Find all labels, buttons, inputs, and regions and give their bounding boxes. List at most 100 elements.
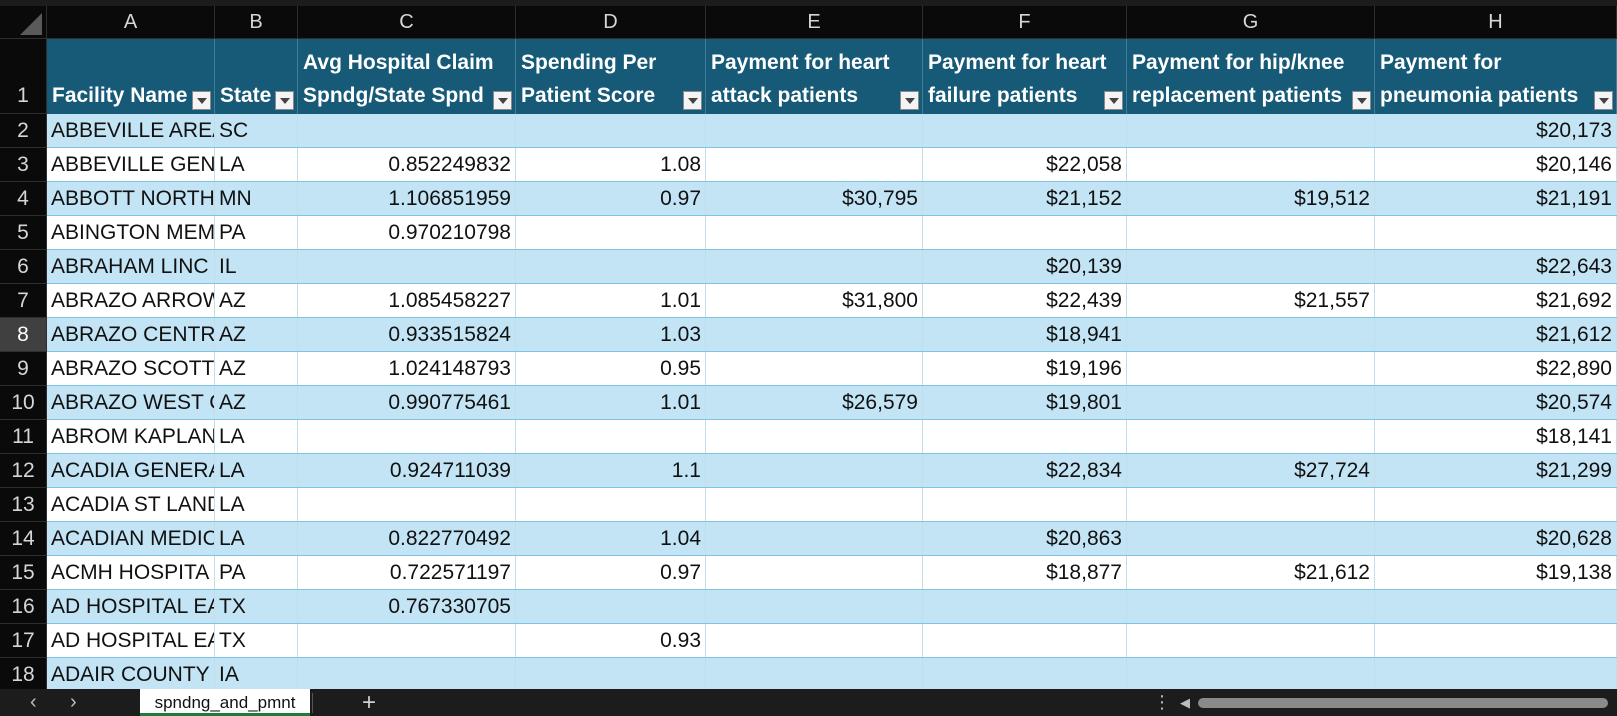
row-header[interactable]: 9 bbox=[0, 352, 47, 386]
row-header[interactable]: 14 bbox=[0, 522, 47, 556]
table-cell[interactable]: $19,512 bbox=[1127, 182, 1375, 215]
table-cell[interactable] bbox=[923, 420, 1127, 453]
table-cell[interactable] bbox=[706, 352, 923, 385]
table-cell[interactable]: $22,058 bbox=[923, 148, 1127, 181]
table-cell[interactable]: ABRAZO ARROW bbox=[47, 284, 215, 317]
row-header[interactable]: 13 bbox=[0, 488, 47, 522]
table-cell[interactable]: SC bbox=[215, 114, 298, 147]
table-cell[interactable] bbox=[516, 420, 706, 453]
table-cell[interactable]: $22,890 bbox=[1375, 352, 1617, 385]
table-cell[interactable]: 0.990775461 bbox=[298, 386, 516, 419]
row-header[interactable]: 17 bbox=[0, 624, 47, 658]
table-cell[interactable]: 0.95 bbox=[516, 352, 706, 385]
table-cell[interactable]: $18,141 bbox=[1375, 420, 1617, 453]
more-options-icon[interactable]: ⋮ bbox=[1153, 692, 1171, 712]
chevron-left-icon[interactable]: ‹ bbox=[30, 691, 37, 713]
column-header-e[interactable]: E bbox=[706, 6, 923, 39]
table-cell[interactable]: $21,299 bbox=[1375, 454, 1617, 487]
table-header-cell[interactable]: Spending Per Patient Score bbox=[516, 39, 706, 114]
select-all-button[interactable] bbox=[0, 6, 47, 39]
table-cell[interactable]: AZ bbox=[215, 352, 298, 385]
table-cell[interactable] bbox=[923, 590, 1127, 623]
column-header-b[interactable]: B bbox=[215, 6, 298, 39]
table-cell[interactable] bbox=[298, 250, 516, 283]
sheet-tab-active[interactable]: spndng_and_pmnt bbox=[140, 689, 310, 716]
table-cell[interactable]: $21,191 bbox=[1375, 182, 1617, 215]
table-cell[interactable]: ABRAZO CENTR bbox=[47, 318, 215, 351]
table-cell[interactable] bbox=[706, 420, 923, 453]
table-cell[interactable]: 1.08 bbox=[516, 148, 706, 181]
table-header-cell[interactable]: Payment for heart failure patients bbox=[923, 39, 1127, 114]
row-header[interactable]: 10 bbox=[0, 386, 47, 420]
row-header[interactable]: 7 bbox=[0, 284, 47, 318]
table-header-cell[interactable]: Facility Name bbox=[47, 39, 215, 114]
table-cell[interactable] bbox=[516, 488, 706, 521]
table-cell[interactable] bbox=[1127, 114, 1375, 147]
table-header-cell[interactable]: Avg Hospital Claim Spndg/State Spnd bbox=[298, 39, 516, 114]
table-cell[interactable]: LA bbox=[215, 454, 298, 487]
column-header-h[interactable]: H bbox=[1375, 6, 1617, 39]
table-cell[interactable]: 0.767330705 bbox=[298, 590, 516, 623]
table-cell[interactable]: $21,612 bbox=[1375, 318, 1617, 351]
table-cell[interactable]: $20,146 bbox=[1375, 148, 1617, 181]
table-cell[interactable]: $20,863 bbox=[923, 522, 1127, 555]
table-cell[interactable]: LA bbox=[215, 148, 298, 181]
table-cell[interactable] bbox=[516, 250, 706, 283]
table-cell[interactable]: $21,612 bbox=[1127, 556, 1375, 589]
table-cell[interactable]: IL bbox=[215, 250, 298, 283]
table-cell[interactable]: ADAIR COUNTY bbox=[47, 658, 215, 689]
table-cell[interactable] bbox=[706, 114, 923, 147]
table-cell[interactable] bbox=[1127, 386, 1375, 419]
table-cell[interactable]: $20,139 bbox=[923, 250, 1127, 283]
filter-dropdown-icon[interactable] bbox=[192, 91, 211, 110]
table-cell[interactable]: $19,196 bbox=[923, 352, 1127, 385]
table-cell[interactable]: ABRAHAM LINC bbox=[47, 250, 215, 283]
table-cell[interactable]: ACADIA ST LAND bbox=[47, 488, 215, 521]
table-cell[interactable]: 0.852249832 bbox=[298, 148, 516, 181]
table-cell[interactable]: $19,801 bbox=[923, 386, 1127, 419]
table-cell[interactable]: 0.970210798 bbox=[298, 216, 516, 249]
table-cell[interactable] bbox=[706, 658, 923, 689]
table-cell[interactable]: ABRAZO WEST C bbox=[47, 386, 215, 419]
table-cell[interactable]: AZ bbox=[215, 318, 298, 351]
column-header-f[interactable]: F bbox=[923, 6, 1127, 39]
table-cell[interactable]: ABBEVILLE AREA bbox=[47, 114, 215, 147]
row-header[interactable]: 16 bbox=[0, 590, 47, 624]
table-cell[interactable] bbox=[923, 658, 1127, 689]
column-header-a[interactable]: A bbox=[47, 6, 215, 39]
table-cell[interactable]: 1.024148793 bbox=[298, 352, 516, 385]
table-cell[interactable]: 0.924711039 bbox=[298, 454, 516, 487]
table-cell[interactable]: PA bbox=[215, 556, 298, 589]
table-cell[interactable] bbox=[1127, 522, 1375, 555]
table-cell[interactable] bbox=[923, 624, 1127, 657]
table-cell[interactable]: 0.933515824 bbox=[298, 318, 516, 351]
table-cell[interactable]: LA bbox=[215, 488, 298, 521]
row-header[interactable]: 1 bbox=[0, 39, 47, 114]
table-cell[interactable]: $27,724 bbox=[1127, 454, 1375, 487]
filter-dropdown-icon[interactable] bbox=[683, 91, 702, 110]
horizontal-scrollbar-thumb[interactable] bbox=[1198, 698, 1608, 708]
table-cell[interactable] bbox=[1375, 658, 1617, 689]
table-cell[interactable] bbox=[1127, 420, 1375, 453]
table-cell[interactable]: 0.97 bbox=[516, 182, 706, 215]
table-cell[interactable]: TX bbox=[215, 590, 298, 623]
table-cell[interactable] bbox=[516, 590, 706, 623]
table-cell[interactable] bbox=[706, 216, 923, 249]
table-cell[interactable]: ACADIAN MEDIC bbox=[47, 522, 215, 555]
table-cell[interactable]: $31,800 bbox=[706, 284, 923, 317]
table-cell[interactable] bbox=[706, 148, 923, 181]
table-cell[interactable] bbox=[1127, 352, 1375, 385]
table-cell[interactable]: $20,574 bbox=[1375, 386, 1617, 419]
column-header-c[interactable]: C bbox=[298, 6, 516, 39]
scroll-left-arrow-icon[interactable]: ◀ bbox=[1180, 695, 1190, 710]
table-cell[interactable]: 0.722571197 bbox=[298, 556, 516, 589]
row-header[interactable]: 5 bbox=[0, 216, 47, 250]
table-cell[interactable] bbox=[706, 318, 923, 351]
filter-dropdown-icon[interactable] bbox=[275, 91, 294, 110]
table-cell[interactable] bbox=[706, 454, 923, 487]
table-cell[interactable] bbox=[1375, 624, 1617, 657]
table-cell[interactable]: TX bbox=[215, 624, 298, 657]
table-cell[interactable]: $18,877 bbox=[923, 556, 1127, 589]
table-cell[interactable]: 1.01 bbox=[516, 284, 706, 317]
table-cell[interactable] bbox=[706, 522, 923, 555]
